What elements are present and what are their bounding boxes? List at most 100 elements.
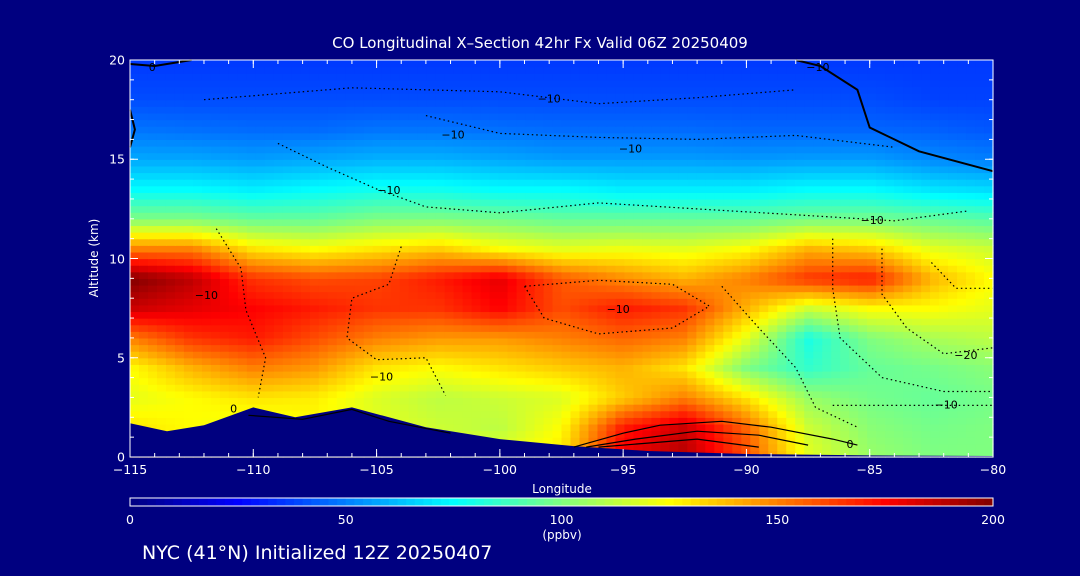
colorbar-segment: [233, 498, 243, 506]
colorbar-tick-label: 50: [337, 512, 354, 527]
colorbar-segment: [501, 498, 511, 506]
contour-label: −10: [806, 61, 829, 74]
colorbar-segment: [224, 498, 235, 506]
colorbar-segment: [708, 498, 718, 506]
contour-dotted: [721, 285, 858, 428]
y-tick-label: 0: [117, 449, 125, 465]
colorbar-segment: [647, 498, 657, 506]
contour-label: −10: [441, 128, 464, 141]
x-tick-label: −90: [733, 462, 760, 477]
colorbar-segment: [949, 498, 959, 506]
contour-dotted: [277, 142, 969, 222]
colorbar-segment: [923, 498, 934, 506]
y-tick-label: 10: [109, 251, 125, 266]
contour-label: −10: [195, 289, 218, 302]
colorbar-segment: [466, 498, 476, 506]
colorbar-segment: [483, 498, 493, 506]
colorbar-segment: [337, 498, 347, 506]
x-tick-label: −100: [482, 462, 518, 477]
contour-label: −10: [935, 398, 958, 411]
colorbar-segment: [328, 498, 338, 506]
colorbar-segment: [440, 498, 450, 506]
colorbar-segment: [190, 498, 200, 506]
x-axis-label: Longitude: [532, 482, 592, 496]
colorbar-segment: [578, 498, 588, 506]
colorbar-segment: [777, 498, 787, 506]
contour-dotted: [881, 248, 994, 355]
contour-label: −10: [370, 371, 393, 384]
contour-dotted: [425, 115, 895, 148]
colorbar: [129, 497, 994, 507]
footer-init-label: NYC (41°N) Initialized 12Z 20250407: [142, 542, 493, 564]
chart-title: CO Longitudinal X–Section 42hr Fx Valid …: [332, 34, 748, 52]
x-tick-label: −115: [112, 462, 148, 477]
colorbar-segment: [690, 498, 701, 506]
colorbar-segment: [423, 498, 433, 506]
colorbar-segment: [432, 498, 442, 506]
colorbar-segment: [846, 498, 856, 506]
contour-label: −10: [607, 303, 630, 316]
contour-dotted: [832, 238, 993, 393]
colorbar-segment: [967, 498, 977, 506]
y-tick-label: 20: [109, 52, 125, 68]
colorbar-segment: [829, 498, 839, 506]
colorbar-segment: [268, 498, 278, 506]
colorbar-segment: [716, 498, 726, 506]
colorbar-segment: [941, 498, 951, 506]
colorbar-segment: [561, 498, 571, 506]
colorbar-segment: [898, 498, 908, 506]
axis-ticks: [129, 59, 994, 458]
colorbar-segment: [285, 498, 295, 506]
colorbar-segment: [906, 498, 916, 506]
contour-label: −10: [619, 142, 642, 155]
colorbar-segment: [725, 498, 735, 506]
colorbar-segment: [621, 498, 632, 506]
colorbar-segment: [147, 498, 157, 506]
colorbar-segment: [492, 498, 502, 506]
colorbar-segment: [199, 498, 209, 506]
x-tick-label: −85: [856, 462, 883, 477]
colorbar-segment: [216, 498, 226, 506]
colorbar-segment: [155, 498, 166, 506]
colorbar-segment: [604, 498, 614, 506]
colorbar-segment: [173, 498, 183, 506]
contour-solid: [573, 420, 858, 448]
colorbar-segment: [587, 498, 597, 506]
colorbar-segment: [673, 498, 683, 506]
colorbar-segment: [570, 498, 580, 506]
colorbar-segment: [371, 498, 381, 506]
colorbar-tick-label: 150: [765, 512, 790, 527]
colorbar-segment: [535, 498, 545, 506]
colorbar-segment: [397, 498, 407, 506]
colorbar-segment: [665, 498, 675, 506]
co-field: [130, 60, 994, 458]
contour-label: −20: [954, 349, 977, 362]
colorbar-segment: [915, 498, 925, 506]
colorbar-segment: [803, 498, 813, 506]
contour-solid: [248, 408, 451, 434]
contour-solid: [129, 109, 136, 148]
colorbar-segment: [207, 498, 217, 506]
contour-label: −10: [861, 214, 884, 227]
colorbar-segment: [130, 498, 140, 506]
colorbar-segment: [259, 498, 269, 506]
x-tick-label: −105: [359, 462, 394, 477]
colorbar-segment: [656, 498, 666, 506]
colorbar-segment: [354, 498, 364, 506]
contour-solid: [586, 430, 809, 448]
colorbar-segment: [319, 498, 329, 506]
contour-dotted: [215, 228, 267, 398]
colorbar-segment: [526, 498, 537, 506]
contour-dotted: [523, 279, 711, 335]
colorbar-segment: [544, 498, 554, 506]
colorbar-segment: [406, 498, 416, 506]
contour-solid: [795, 59, 994, 173]
colorbar-segment: [311, 498, 321, 506]
colorbar-segment: [613, 498, 623, 506]
colorbar-segment: [742, 498, 752, 506]
colorbar-segment: [768, 498, 778, 506]
colorbar-segment: [837, 498, 847, 506]
colorbar-segment: [380, 498, 390, 506]
colorbar-segment: [889, 498, 899, 506]
